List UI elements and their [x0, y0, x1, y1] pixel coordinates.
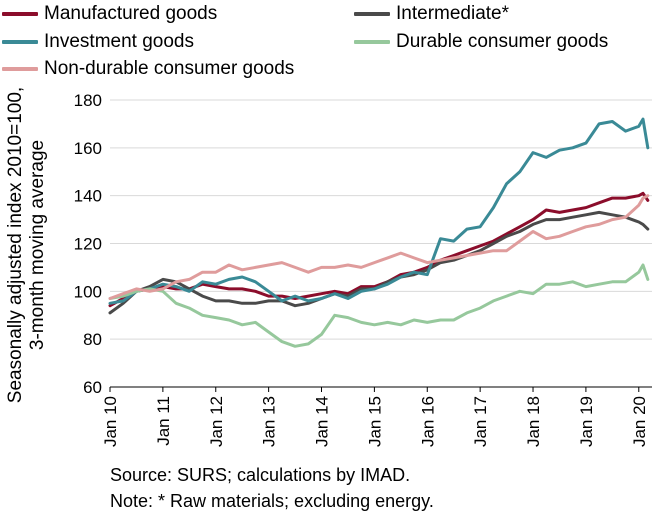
legend-item-non-durable-consumer-goods: Non-durable consumer goods: [2, 58, 294, 80]
x-tick-label: Jan 15: [365, 396, 384, 447]
y-tick-label: 100: [74, 282, 102, 301]
y-axis-label: Seasonally adjusted index 2010=100, 3-mo…: [2, 87, 52, 403]
legend-swatch: [354, 12, 390, 16]
x-tick-label: Jan 13: [260, 396, 279, 447]
legend-item-durable-consumer-goods: Durable consumer goods: [354, 31, 608, 53]
series-line-intermediate: [108, 210, 650, 315]
legend-swatch: [2, 40, 38, 44]
y-axis-ticks: 60 80 100 120 140 160 180: [74, 91, 102, 397]
x-tick-label: Jan 12: [207, 396, 226, 447]
series-line-durable-consumer-goods: [108, 263, 650, 348]
x-tick-label: Jan 16: [418, 396, 437, 447]
footnote: Note: * Raw materials; excluding energy.: [110, 491, 434, 511]
y-tick-label: 160: [74, 139, 102, 158]
series-line-non-durable-consumer-goods: [108, 194, 650, 300]
x-tick-label: Jan 18: [524, 396, 543, 447]
legend-item-intermediate: Intermediate*: [354, 3, 509, 25]
x-tick-label: Jan 11: [154, 396, 173, 446]
legend-swatch: [354, 40, 390, 44]
legend-label: Manufactured goods: [44, 3, 218, 24]
x-tick-label: Jan 14: [313, 396, 332, 447]
series-lines: [108, 117, 650, 348]
legend-label: Investment goods: [44, 31, 194, 52]
source-note: Source: SURS; calculations by IMAD.: [110, 465, 411, 485]
legend-label: Intermediate*: [396, 3, 510, 24]
y-tick-label: 80: [83, 330, 102, 349]
y-axis-label-line-2: 3-month moving average: [27, 139, 48, 351]
x-tick-label: Jan 10: [101, 396, 120, 447]
legend-swatch: [2, 67, 38, 71]
legend-item-investment-goods: Investment goods: [2, 31, 194, 53]
legend-swatch: [2, 12, 38, 16]
y-tick-label: 120: [74, 235, 102, 254]
y-tick-label: 180: [74, 91, 102, 110]
footnotes: Source: SURS; calculations by IMAD. Note…: [110, 462, 434, 514]
legend: Manufactured goods Intermediate* Investm…: [0, 0, 669, 90]
y-axis-label-line-1: Seasonally adjusted index 2010=100,: [5, 86, 26, 404]
legend-label: Non-durable consumer goods: [44, 58, 295, 79]
legend-item-manufactured-goods: Manufactured goods: [2, 3, 217, 25]
x-axis: Jan 10 Jan 11 Jan 12 Jan 13 Jan 14 Jan 15 Jan …: [101, 386, 652, 447]
legend-label: Durable consumer goods: [396, 31, 609, 52]
gridlines: [110, 99, 652, 340]
y-tick-label: 140: [74, 187, 102, 206]
x-tick-label: Jan 17: [471, 396, 490, 447]
series-line-investment-goods: [108, 117, 650, 305]
y-tick-label: 60: [83, 378, 102, 397]
x-tick-label: Jan 20: [630, 396, 649, 447]
x-tick-label: Jan 19: [577, 396, 596, 447]
